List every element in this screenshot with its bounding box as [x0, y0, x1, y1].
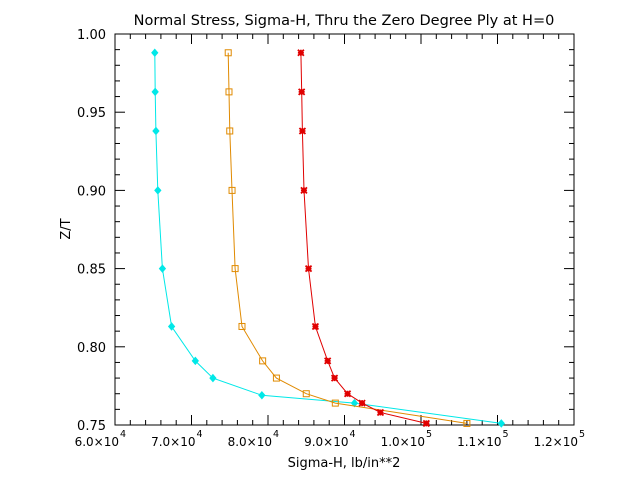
- data-point-diamond: [350, 398, 359, 408]
- series-line: [300, 52, 427, 424]
- x-tick-exponent: 5: [426, 429, 432, 440]
- data-point-square: [238, 322, 246, 330]
- x-tick-mantissa: 7.0×10: [151, 435, 195, 449]
- data-point-diamond: [154, 186, 162, 195]
- chart-title: Normal Stress, Sigma-H, Thru the Zero De…: [134, 13, 555, 29]
- x-tick-mantissa: 8.0×10: [228, 435, 272, 449]
- data-point-square: [272, 374, 280, 382]
- x-tick-label: 8.0×104: [228, 429, 279, 449]
- data-point-square: [224, 49, 232, 57]
- data-point-square: [228, 186, 236, 194]
- data-point-square: [302, 390, 310, 398]
- data-point-diamond: [158, 264, 167, 273]
- y-tick-label: 1.00: [77, 28, 106, 43]
- data-point-square: [259, 357, 267, 365]
- data-point-asterisk: [311, 322, 320, 331]
- axis-tick-labels: 6.0×1047.0×1048.0×1049.0×1041.0×1051.1×1…: [75, 28, 585, 449]
- data-point-asterisk: [358, 399, 366, 407]
- data-point-asterisk: [343, 390, 352, 398]
- x-tick-mantissa: 6.0×10: [75, 435, 119, 449]
- x-tick-label: 7.0×104: [151, 429, 202, 449]
- x-tick-exponent: 5: [503, 429, 509, 440]
- data-point-asterisk: [298, 88, 306, 96]
- x-tick-exponent: 5: [579, 429, 585, 440]
- data-point-diamond: [191, 356, 199, 366]
- plot-area-frame: [114, 33, 575, 426]
- x-tick-label: 1.0×105: [381, 429, 432, 449]
- y-tick-label: 0.90: [77, 184, 106, 199]
- data-point-asterisk: [298, 127, 307, 135]
- series-1: [151, 48, 505, 428]
- x-tick-label: 1.2×105: [534, 429, 585, 449]
- data-point-diamond: [209, 373, 217, 383]
- data-point-square: [226, 127, 234, 135]
- x-tick-label: 9.0×104: [304, 429, 355, 449]
- x-tick-exponent: 4: [120, 429, 126, 440]
- data-point-asterisk: [300, 186, 308, 195]
- series-line: [227, 52, 467, 424]
- data-point-square: [331, 399, 339, 407]
- data-point-diamond: [152, 126, 160, 136]
- data-point-square: [225, 88, 233, 96]
- series-2: [224, 49, 471, 427]
- y-tick-label: 0.95: [77, 106, 106, 121]
- data-point-asterisk: [324, 357, 332, 365]
- x-tick-mantissa: 1.0×10: [381, 435, 425, 449]
- data-point-diamond: [151, 48, 159, 58]
- series-layer: [151, 48, 505, 428]
- y-tick-label: 0.75: [77, 419, 106, 434]
- data-point-asterisk: [376, 408, 385, 417]
- data-point-diamond: [258, 391, 266, 400]
- data-point-square: [231, 265, 239, 273]
- data-point-square: [463, 419, 471, 427]
- x-tick-mantissa: 1.1×10: [457, 435, 501, 449]
- data-point-diamond: [167, 322, 176, 331]
- x-tick-exponent: 4: [350, 429, 356, 440]
- x-tick-mantissa: 1.2×10: [534, 435, 578, 449]
- x-tick-label: 6.0×104: [75, 429, 126, 449]
- x-tick-mantissa: 9.0×10: [304, 435, 348, 449]
- y-tick-label: 0.85: [77, 263, 106, 278]
- x-tick-label: 1.1×105: [457, 429, 508, 449]
- x-axis-title: Sigma-H, lb/in**2: [288, 456, 401, 471]
- data-point-asterisk: [297, 49, 305, 57]
- data-point-asterisk: [422, 419, 430, 428]
- y-tick-label: 0.80: [77, 341, 106, 356]
- data-point-diamond: [497, 419, 505, 428]
- series-line: [154, 52, 502, 424]
- data-point-asterisk: [330, 374, 339, 382]
- y-axis-title: Z/T: [59, 218, 74, 239]
- data-point-asterisk: [304, 264, 313, 273]
- series-3: [297, 49, 430, 428]
- axis-ticks: [114, 33, 575, 426]
- x-tick-exponent: 4: [273, 429, 279, 440]
- data-point-diamond: [151, 87, 159, 97]
- x-tick-exponent: 4: [197, 429, 203, 440]
